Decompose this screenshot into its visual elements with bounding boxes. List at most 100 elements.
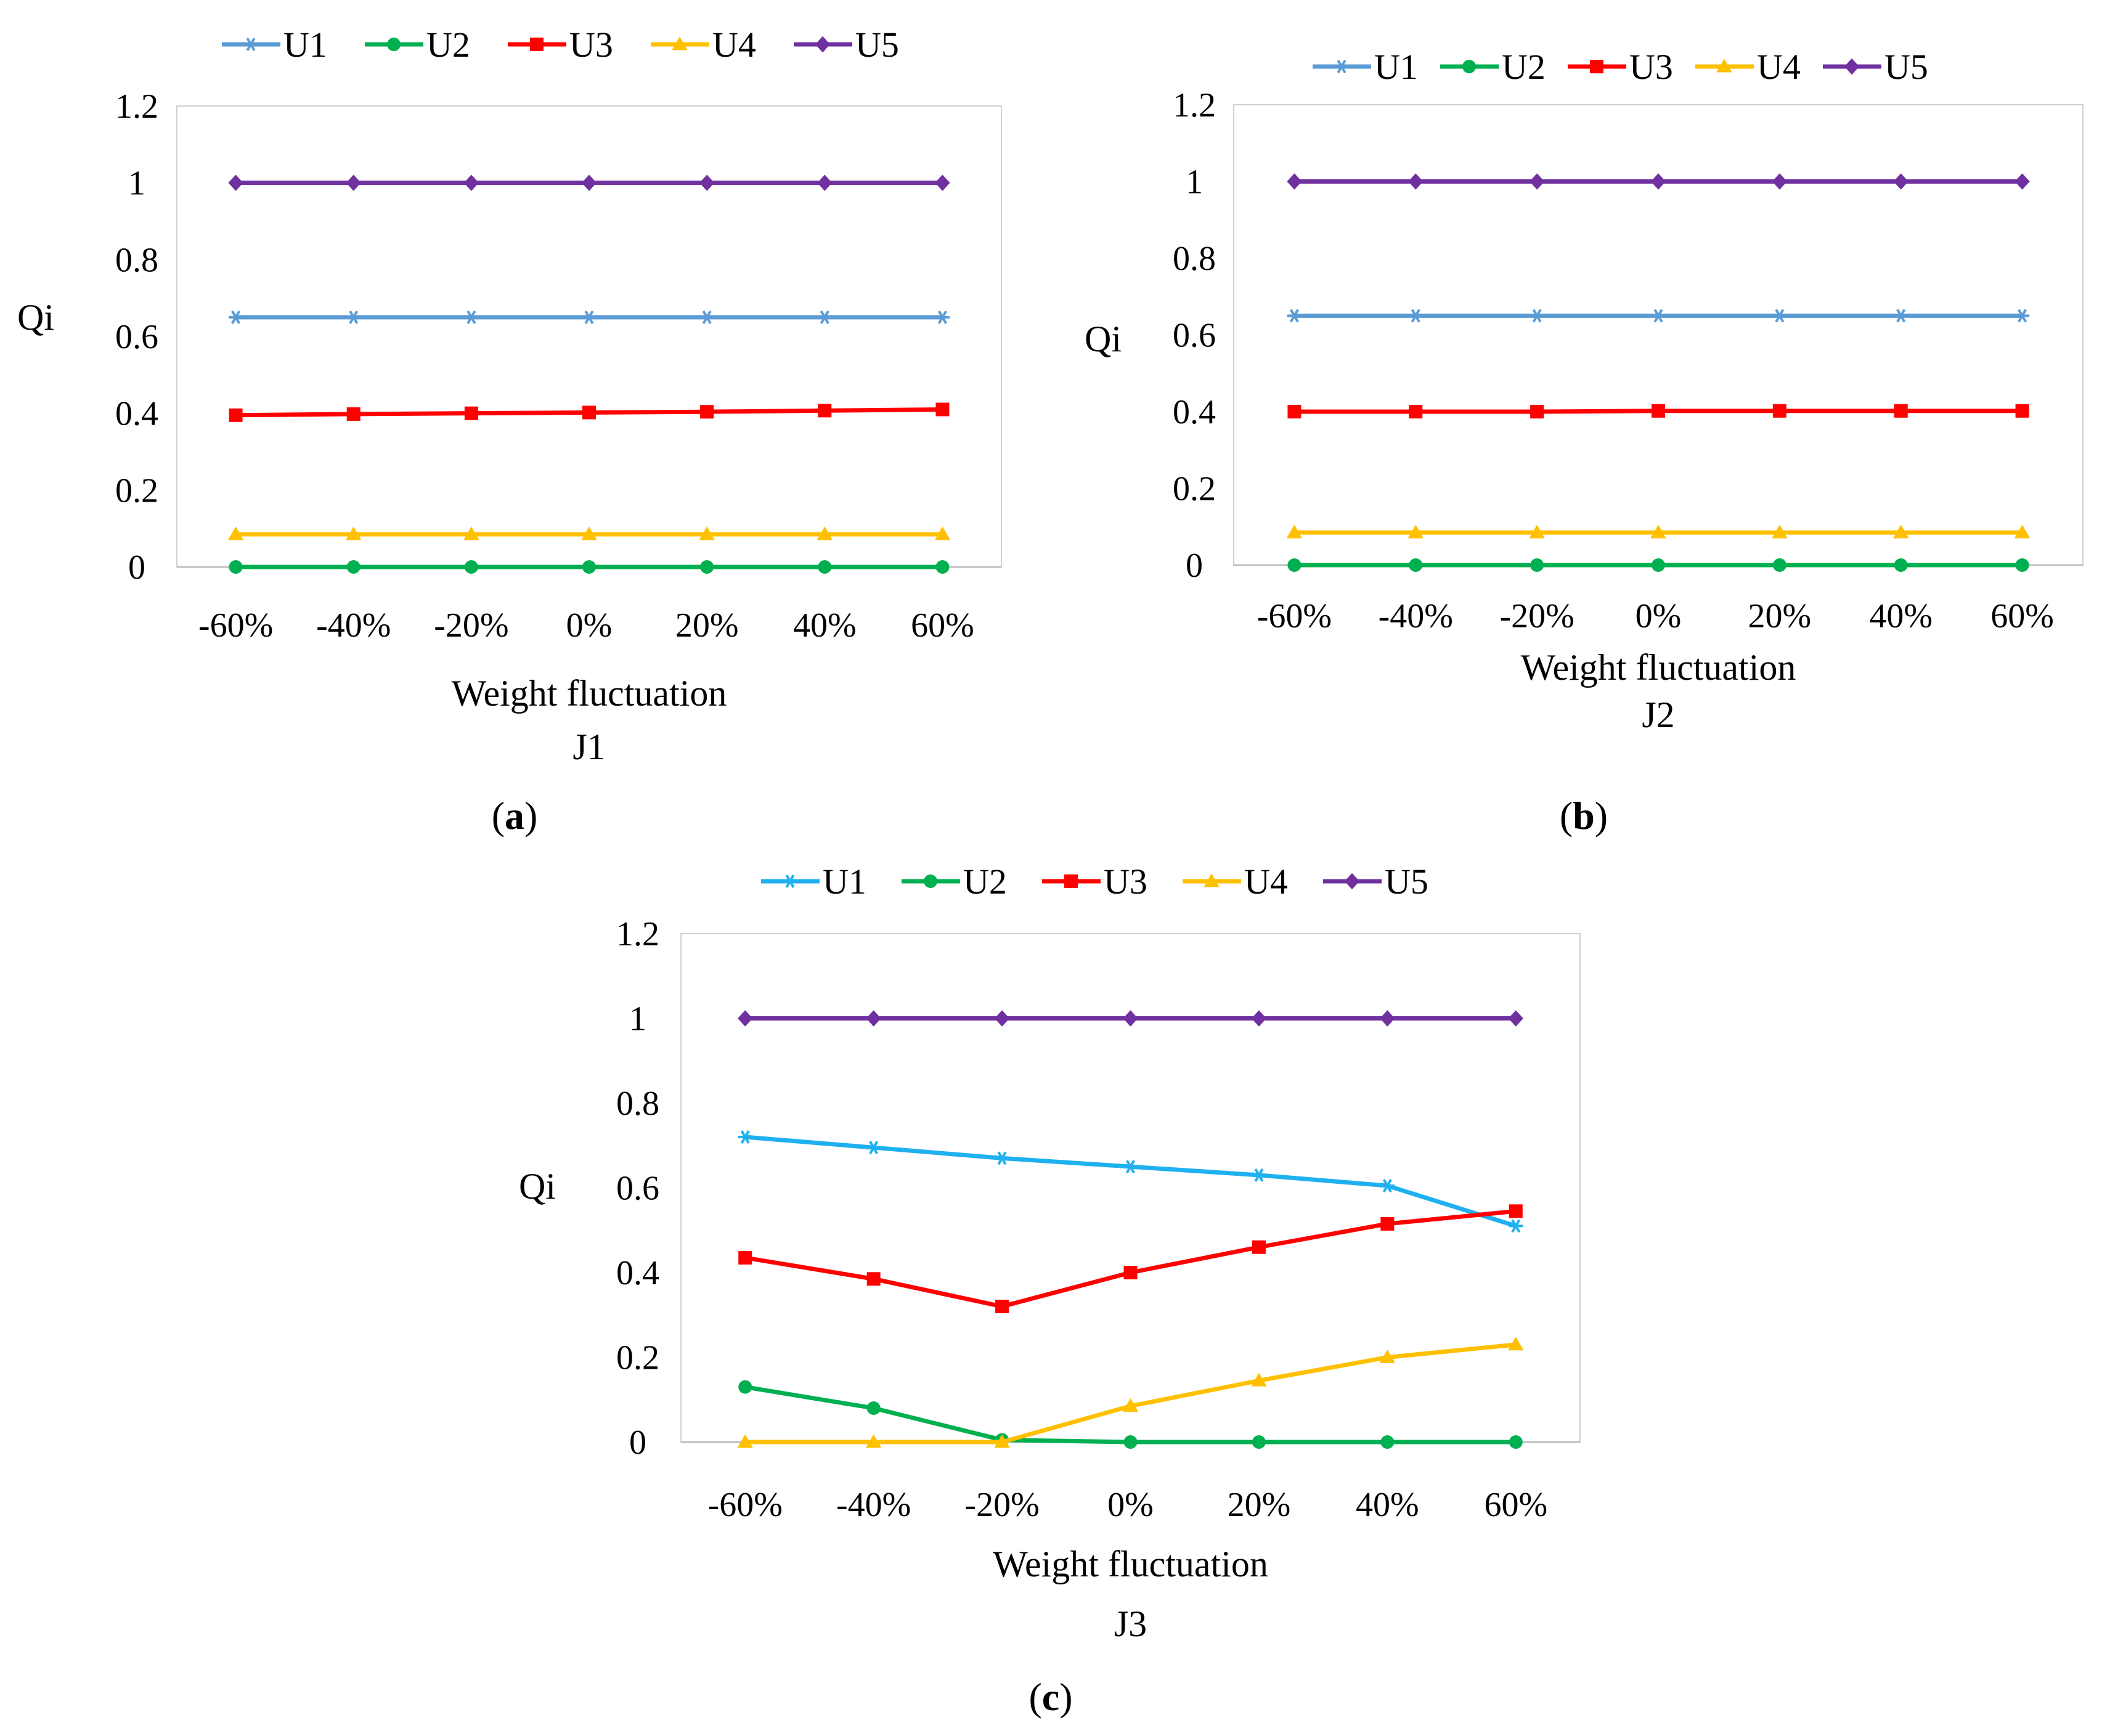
data-point-u2 (700, 560, 714, 574)
legend-marker (1590, 60, 1603, 73)
panel-label-a: (a) (492, 794, 538, 837)
data-point-u3 (935, 402, 950, 417)
y-tick-label: 1 (1186, 163, 1203, 202)
y-tick-label: 0.4 (1173, 393, 1216, 431)
chart-j2: 0 0.2 0.4 0.6 0.8 1 1.2 -60% -40% -20% 0% 20% 40% 60%… (1085, 47, 2084, 735)
panel-label-c: (c) (1029, 1675, 1072, 1719)
data-point-u3 (1123, 1266, 1138, 1279)
legend-item-u4: U4 (651, 25, 756, 65)
y-tick-label: 1 (128, 165, 145, 203)
data-point-u1 (738, 1130, 752, 1144)
x-tick-label: -60% (1257, 597, 1332, 635)
y-tick-label: 0.8 (115, 241, 158, 279)
data-point-u2 (1409, 558, 1423, 572)
chart-j1: 0 0.2 0.4 0.6 0.8 1 1.2 -60% -40% -20% 0% 20% 40% 60%… (17, 25, 1002, 767)
legend-item-u5: U5 (794, 25, 899, 65)
legend-marker (387, 38, 401, 51)
legend-label: U3 (569, 25, 613, 65)
x-tick-label: -60% (198, 606, 273, 645)
legend-marker (1844, 58, 1860, 75)
data-point-u3 (1409, 405, 1423, 418)
legend-item-u2: U2 (365, 25, 470, 65)
legend-label: U1 (1374, 47, 1418, 87)
x-tick-label: 0% (1636, 597, 1682, 635)
data-point-u1 (866, 1141, 881, 1155)
data-point-u3 (1252, 1240, 1266, 1254)
x-tick-label: 40% (1356, 1486, 1419, 1524)
legend-item-u1: U1 (1313, 47, 1418, 87)
x-axis-title: Weight fluctuation (452, 673, 727, 714)
legend-label: U2 (963, 862, 1007, 902)
data-point-u3 (229, 408, 243, 422)
data-point-u2 (1509, 1435, 1523, 1449)
data-point-u1 (346, 310, 361, 324)
legend-marker (243, 37, 258, 52)
y-tick-label: 1.2 (115, 88, 158, 126)
data-point-u5 (817, 174, 833, 191)
legend-item-u1: U1 (222, 25, 327, 65)
data-point-u2 (1530, 558, 1544, 572)
legend-label: U5 (1385, 862, 1428, 902)
data-point-u1 (995, 1151, 1009, 1165)
data-point-u1 (1530, 309, 1544, 323)
plot-area-border (680, 933, 1581, 1443)
data-point-u2 (1123, 1435, 1138, 1449)
data-point-u1 (582, 310, 597, 324)
y-tick-label: 0.6 (616, 1170, 659, 1208)
data-point-u2 (1380, 1435, 1395, 1449)
data-point-u5 (1123, 1010, 1138, 1027)
criterion-label: J2 (1642, 695, 1674, 735)
data-point-u1 (935, 310, 950, 324)
data-point-u1 (1509, 1219, 1523, 1233)
chart-j3: 0 0.2 0.4 0.6 0.8 1 1.2 -60% -40% -20% 0% 20% 40% 60%… (519, 862, 1581, 1644)
data-point-u1 (1894, 309, 1909, 323)
x-axis-title: Weight fluctuation (1521, 647, 1796, 688)
data-point-u4 (1407, 524, 1424, 539)
legend-label: U4 (1757, 47, 1801, 87)
data-point-u4 (1529, 524, 1545, 539)
series-line-u1 (744, 1135, 1517, 1228)
legend-label: U5 (855, 25, 899, 65)
data-point-u2 (582, 560, 596, 574)
legend-item-u5: U5 (1823, 47, 1928, 87)
data-point-u5 (738, 1010, 753, 1027)
data-point-u4 (699, 526, 715, 540)
y-tick-label: 0 (629, 1424, 646, 1462)
data-point-u3 (738, 1250, 752, 1265)
data-point-u5 (1287, 173, 1302, 190)
x-tick-label: -20% (1499, 597, 1574, 635)
data-point-u4 (2014, 524, 2031, 539)
data-point-u4 (346, 526, 362, 540)
x-tick-label: -20% (434, 606, 508, 645)
data-point-u1 (699, 310, 714, 324)
legend-label: U3 (1629, 47, 1673, 87)
x-tick-label: 40% (1869, 597, 1933, 635)
data-point-u5 (1650, 173, 1666, 190)
x-tick-label: 60% (1990, 597, 2054, 635)
criterion-label: J3 (1114, 1604, 1147, 1644)
data-point-u3 (1509, 1204, 1523, 1218)
x-tick-label: 20% (675, 606, 739, 645)
data-point-u4 (227, 526, 244, 540)
data-point-u5 (1772, 173, 1787, 190)
y-tick-label: 0.6 (1173, 317, 1216, 355)
data-point-u3 (1772, 404, 1786, 418)
data-point-u5 (1408, 173, 1424, 190)
data-point-u3 (866, 1272, 881, 1286)
data-point-u1 (464, 310, 479, 324)
data-point-u5 (1530, 173, 1545, 190)
data-point-u5 (2014, 173, 2030, 190)
data-point-u3 (1380, 1216, 1395, 1231)
data-point-u5 (581, 174, 597, 191)
legend-item-u1: U1 (761, 862, 866, 902)
data-point-u3 (464, 406, 478, 420)
data-point-u3 (1287, 405, 1302, 418)
data-point-u1 (1772, 309, 1787, 323)
data-point-u5 (699, 174, 715, 191)
data-point-u3 (346, 407, 361, 421)
x-tick-label: 60% (1484, 1486, 1547, 1524)
x-tick-label: -60% (708, 1486, 783, 1524)
x-tick-label: -20% (964, 1486, 1039, 1524)
data-point-u1 (1408, 309, 1423, 323)
